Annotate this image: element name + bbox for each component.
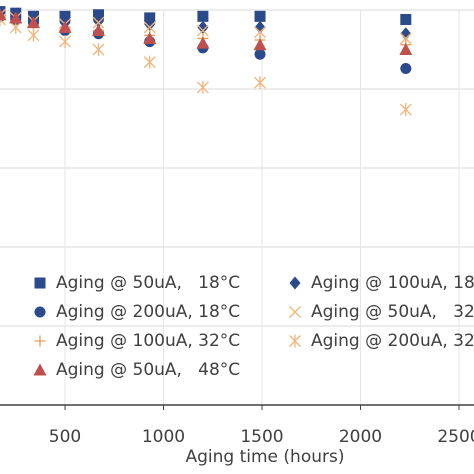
x-tick-label: 1000 (142, 427, 185, 447)
marker (92, 43, 105, 56)
marker (34, 335, 46, 347)
legend-label: Aging @ 200uA, 32°C (311, 331, 474, 351)
marker (254, 20, 266, 34)
marker (143, 31, 157, 44)
marker (289, 276, 301, 290)
x-tick-label: 2500 (437, 427, 474, 447)
marker (399, 103, 412, 117)
marker (59, 35, 71, 49)
marker (33, 363, 47, 376)
marker (196, 24, 209, 37)
marker (253, 38, 267, 51)
marker (58, 20, 72, 33)
marker (400, 27, 412, 41)
marker (197, 20, 209, 34)
marker (289, 334, 301, 348)
marker (254, 10, 266, 22)
x-axis-label: Aging time (hours) (186, 447, 345, 467)
x-tick-label: 2000 (339, 427, 382, 447)
marker (34, 306, 46, 318)
legend-label: Aging @ 200uA, 18°C (56, 302, 240, 322)
x-tick-label: 1500 (240, 427, 283, 447)
marker (34, 277, 46, 289)
legend-label: Aging @ 100uA, 32°C (56, 331, 240, 351)
marker (27, 28, 40, 42)
marker (400, 13, 412, 25)
legend-label: Aging @ 100uA, 18°C (311, 273, 474, 293)
marker (196, 36, 210, 49)
marker (0, 8, 7, 21)
marker (92, 16, 105, 29)
marker (254, 26, 266, 39)
marker (399, 43, 413, 55)
legend-label: Aging @ 50uA, 32°C (311, 302, 474, 322)
marker (197, 10, 209, 22)
marker (254, 48, 266, 60)
legend-label: Aging @ 50uA, 18°C (56, 273, 240, 293)
marker (400, 62, 412, 74)
marker (254, 76, 266, 90)
marker (9, 11, 23, 24)
marker (143, 21, 156, 34)
marker (143, 55, 156, 69)
x-tick-label: 500 (49, 427, 81, 447)
marker (92, 14, 104, 28)
marker (289, 306, 301, 318)
marker (91, 24, 105, 37)
marker (399, 32, 412, 45)
marker (196, 80, 209, 94)
marker (144, 17, 156, 31)
marker (26, 16, 40, 29)
legend-label: Aging @ 50uA, 48°C (56, 360, 240, 380)
